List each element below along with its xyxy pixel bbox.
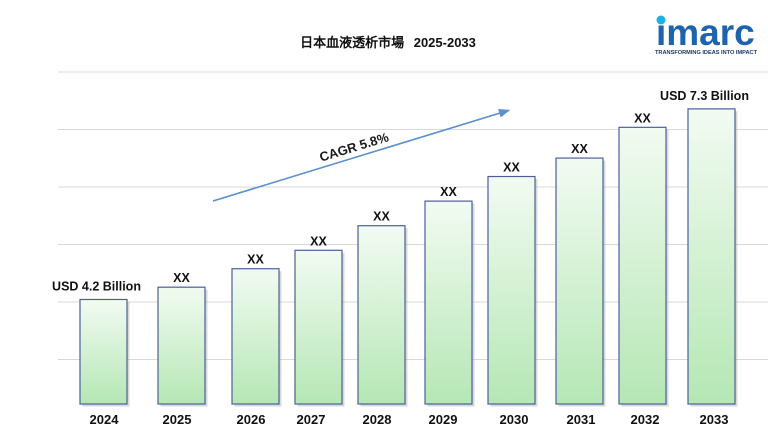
bar-2030	[487, 175, 536, 405]
bar-value-label-2029: XX	[440, 185, 457, 199]
bar-value-label-2024: USD 4.2 Billion	[52, 279, 141, 293]
cagr-arrow	[212, 108, 511, 202]
bar-value-label-2030: XX	[503, 161, 520, 175]
bar-value-label-2025: XX	[173, 271, 190, 285]
logo-wordmark: imarc	[656, 12, 755, 53]
chart-title: 日本血液透析市場 2025-2033	[300, 35, 476, 50]
x-tick-label-2029: 2029	[429, 412, 458, 427]
bar-value-label-2028: XX	[373, 210, 390, 224]
bar-value-label-2033: USD 7.3 Billion	[660, 89, 749, 103]
bar-2028	[357, 225, 406, 405]
bars	[79, 108, 738, 407]
bar-value-label-2026: XX	[247, 253, 264, 267]
x-tick-label-2026: 2026	[237, 412, 266, 427]
x-axis-tick-labels: 2024 2025 2026 2027 2028 2029 2030 2031 2032 2033	[90, 412, 729, 427]
bar-2027	[294, 249, 343, 405]
bar-2026	[231, 268, 280, 405]
x-tick-label-2033: 2033	[700, 412, 729, 427]
bar-value-label-2031: XX	[571, 142, 588, 156]
x-tick-label-2028: 2028	[363, 412, 392, 427]
imarc-logo: imarc TRANSFORMING IDEAS INTO IMPACT	[655, 12, 758, 56]
x-tick-label-2025: 2025	[163, 412, 192, 427]
bar-value-labels: USD 4.2 Billion XX XX XX XX XX XX XX XX USD 7.3 B…	[52, 89, 749, 294]
bar-2029	[424, 200, 473, 405]
x-tick-label-2024: 2024	[90, 412, 120, 427]
x-tick-label-2027: 2027	[297, 412, 326, 427]
logo-i-dot	[656, 15, 666, 25]
bar-2032	[618, 126, 667, 405]
x-tick-label-2030: 2030	[500, 412, 529, 427]
x-tick-label-2032: 2032	[631, 412, 660, 427]
bar-value-label-2032: XX	[634, 111, 651, 125]
bar-2024	[79, 298, 128, 405]
cagr-label: CAGR 5.8%	[318, 129, 391, 164]
bar-2033	[687, 108, 736, 405]
bar-2031	[555, 157, 604, 405]
bar-2025	[157, 286, 206, 405]
logo-tagline: TRANSFORMING IDEAS INTO IMPACT	[655, 50, 758, 56]
x-tick-label-2031: 2031	[567, 412, 596, 427]
bar-value-label-2027: XX	[310, 234, 327, 248]
